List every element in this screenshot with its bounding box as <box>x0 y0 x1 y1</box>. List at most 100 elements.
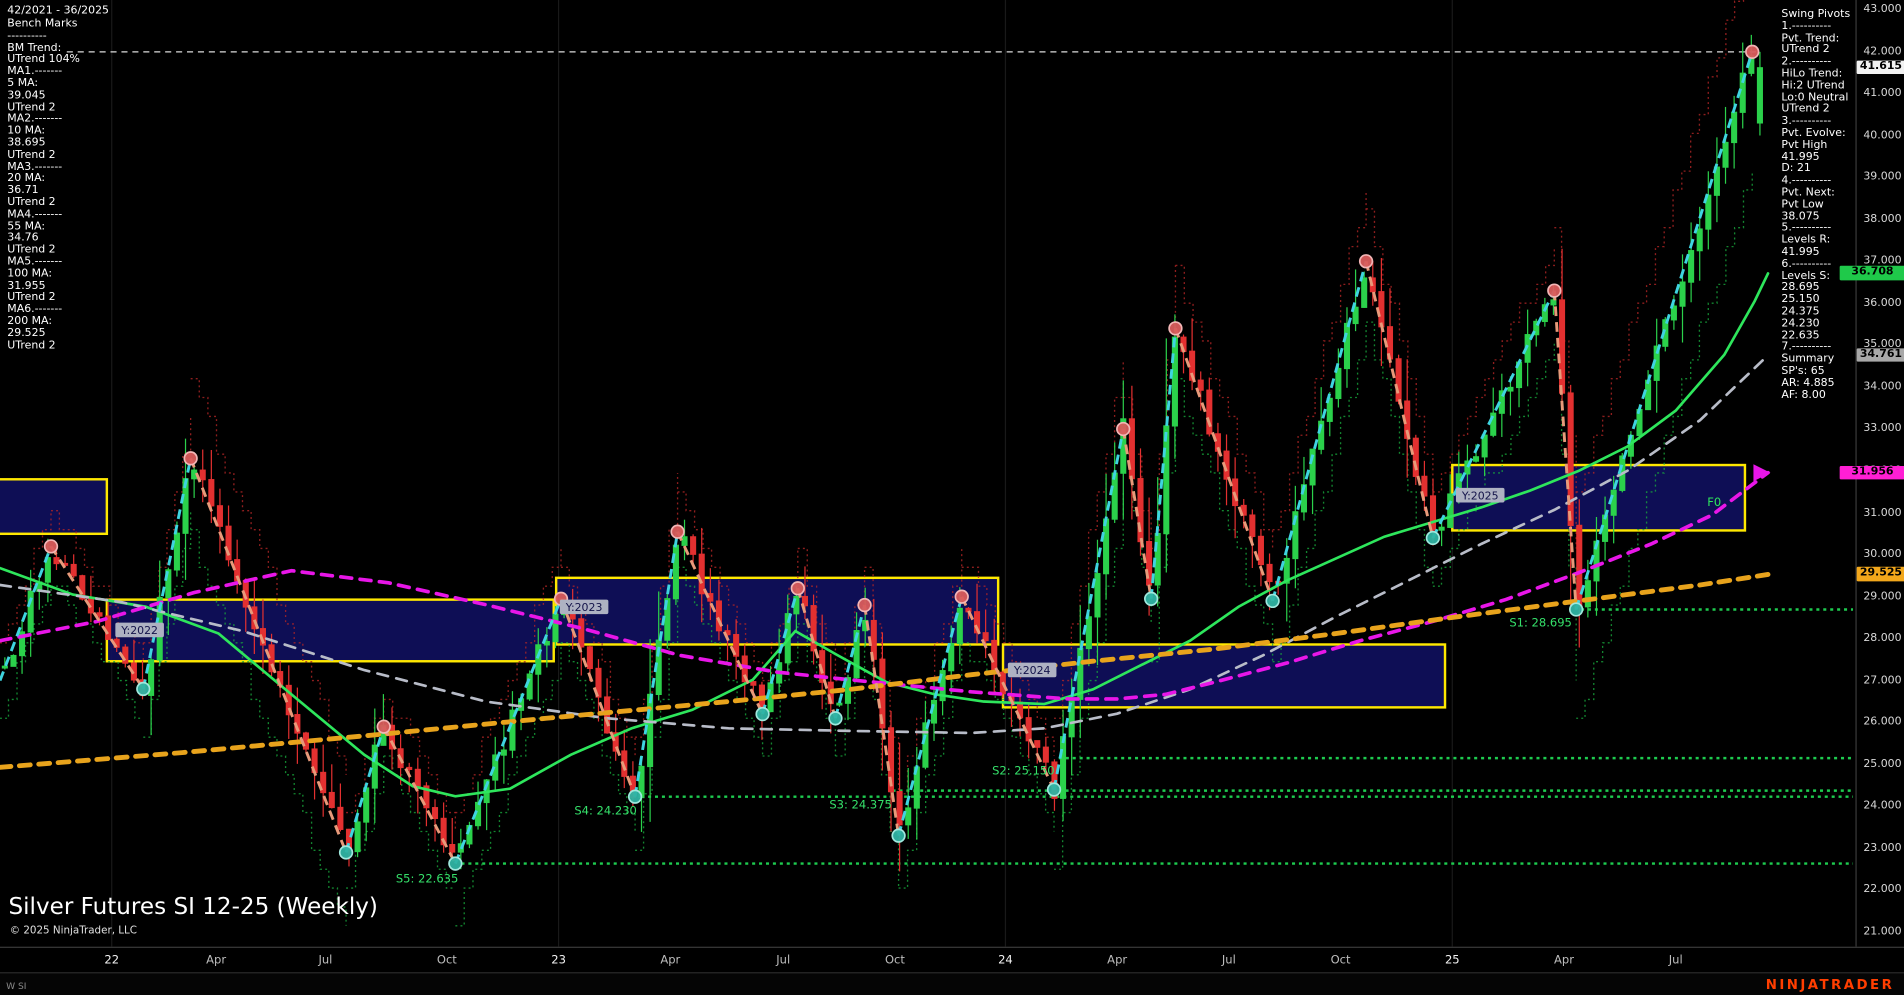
trail-above <box>0 510 52 644</box>
swing-segment <box>633 531 680 797</box>
price-tick: 27.000 <box>1863 674 1902 687</box>
candle-body <box>1438 526 1445 531</box>
time-tick: Oct <box>884 953 905 968</box>
candle-body <box>27 590 34 633</box>
swing-segment <box>761 587 800 715</box>
swing-pivots-line: 24.375 <box>1781 305 1820 318</box>
trail-above <box>1054 359 1124 719</box>
price-tick: 38.000 <box>1863 213 1902 226</box>
time-tick: Jul <box>1221 953 1236 968</box>
pivot-high-marker <box>857 597 872 613</box>
swing-segment <box>796 587 837 719</box>
benchmarks-line: MA1.------- <box>7 65 63 78</box>
trail-below <box>677 566 764 757</box>
ma-100-arrow <box>1753 464 1771 482</box>
candle-body <box>388 724 396 750</box>
year-tag[interactable] <box>1007 662 1057 678</box>
year-tag-label: Y:2022 <box>120 624 158 637</box>
trail-below <box>635 586 679 851</box>
year-range-box[interactable] <box>0 478 109 536</box>
swing-pivots-line: 41.995 <box>1781 246 1820 259</box>
candle-body <box>690 536 697 555</box>
pivot-low-marker <box>755 706 770 722</box>
trail-below <box>190 528 347 926</box>
pivot-high-marker <box>1168 321 1183 336</box>
benchmarks-line: 10 MA: <box>7 125 46 138</box>
candle-body <box>1447 493 1454 528</box>
candle-body <box>526 673 533 700</box>
swing-segment <box>382 725 457 865</box>
candle-body <box>1412 437 1419 477</box>
candle-body <box>1507 386 1514 392</box>
swing-segment <box>1149 328 1177 599</box>
pivot-low-marker <box>627 789 643 804</box>
candle-body <box>750 681 757 686</box>
trail-below <box>51 585 144 719</box>
candle-body <box>53 557 60 565</box>
candle-body <box>956 607 963 645</box>
candle-body <box>449 844 456 853</box>
swing-segment <box>1552 290 1578 610</box>
swing-pivots-line: 24.230 <box>1781 317 1820 330</box>
swing-pivots-line: Pvt. Trend: <box>1781 32 1840 45</box>
time-axis[interactable]: 22 Apr Jul Oct 23 Apr Jul Oct 24 Apr Jul Oct 25 Apr Ju… <box>0 946 1904 974</box>
price-tick: 40.000 <box>1863 129 1902 142</box>
candle-body <box>681 536 688 546</box>
swing-pivots-line: 4.---------- <box>1781 174 1832 188</box>
price-tick: 34.000 <box>1863 380 1902 394</box>
pivot-low-marker <box>828 711 843 726</box>
swing-pivots-line: Swing Pivots <box>1781 8 1851 21</box>
year-range-box[interactable] <box>105 598 555 663</box>
price-tick: 29.000 <box>1863 590 1902 603</box>
benchmarks-line: UTrend 2 <box>7 149 56 162</box>
year-tag[interactable] <box>115 622 164 638</box>
candle-body <box>1309 448 1316 486</box>
candle-body <box>1197 379 1204 391</box>
candle-body <box>320 771 327 794</box>
price-tick: 39.000 <box>1863 171 1902 184</box>
candle-body <box>1576 524 1583 608</box>
trail-above <box>797 547 837 681</box>
swing-pivots-line: 6.---------- <box>1781 258 1832 271</box>
status-bar: W SI NINJATRADER <box>0 972 1904 995</box>
candle-body <box>1171 336 1178 427</box>
candle-body <box>19 631 26 657</box>
swing-pivots-line: 22.635 <box>1781 329 1820 342</box>
swing-pivots-line: Pvt. Next: <box>1781 186 1835 199</box>
annotation-label: F0 <box>1707 495 1721 509</box>
swing-pivots-line: 41.995 <box>1781 151 1820 164</box>
candle-body <box>1731 111 1738 144</box>
swing-segment <box>676 531 764 715</box>
trail-above <box>1366 208 1434 492</box>
price-axis[interactable]: 43.000 42.000 41.000 40.000 39.000 38.000 37.0… <box>1839 0 1904 947</box>
trail-above <box>346 699 385 814</box>
time-tick: 23 <box>551 953 566 968</box>
price-tick: 36.000 <box>1863 297 1902 310</box>
candle-body <box>500 749 507 756</box>
swing-segment <box>559 598 637 798</box>
candle-body <box>612 732 619 752</box>
candle-body <box>715 600 722 632</box>
trail-above <box>864 566 900 794</box>
pivot-low-marker <box>1568 602 1584 617</box>
benchmarks-line: 5 MA: <box>7 77 39 90</box>
candle-body <box>337 806 344 830</box>
time-tick: Apr <box>1554 953 1574 968</box>
candle-body <box>1421 475 1428 497</box>
swing-pivots-line: Summary <box>1781 353 1835 366</box>
pivot-high-marker <box>954 589 969 604</box>
benchmarks-line: UTrend 2 <box>7 244 56 257</box>
year-tag[interactable] <box>1455 487 1505 503</box>
swing-segment <box>834 604 866 719</box>
candle-body <box>1335 367 1342 400</box>
candle-body <box>905 807 912 826</box>
price-tick: 26.000 <box>1863 716 1902 729</box>
year-tag[interactable] <box>559 599 609 615</box>
benchmarks-line: UTrend 2 <box>7 101 56 114</box>
support-label: S3: 24.375 <box>829 797 891 811</box>
benchmarks-line: UTrend 2 <box>7 196 56 209</box>
year-range-box[interactable] <box>554 576 1000 646</box>
price-tick: 23.000 <box>1863 842 1902 855</box>
support-label: S4: 24.230 <box>574 803 636 817</box>
